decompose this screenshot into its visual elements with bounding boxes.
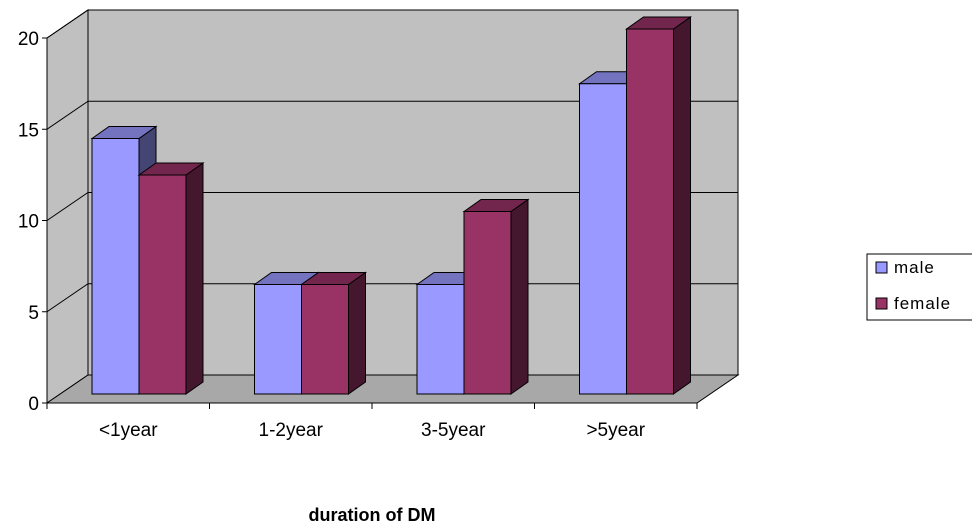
y-tick-label: 0: [28, 394, 39, 415]
tick-labels: 0 5 10 15 20 <1year 1-2year 3-5year >5year: [18, 29, 646, 441]
gridline: [46, 100, 738, 130]
bars: [90, 16, 693, 395]
bar-male-0: [91, 138, 140, 395]
bar-female-0: [138, 174, 187, 395]
y-tick-label: 20: [18, 29, 39, 50]
bar-side-female-2: [510, 198, 529, 395]
y-tick-label: 10: [18, 212, 39, 233]
legend-swatch-male: [875, 261, 888, 274]
bar-male-1: [254, 284, 302, 395]
legend-label-male: male: [894, 258, 935, 277]
bar-female-1: [301, 284, 349, 395]
bar-male-3: [579, 83, 627, 395]
bar-male-2: [416, 284, 465, 395]
gridline: [46, 9, 738, 39]
y-tick-label: 5: [28, 303, 39, 324]
bar-female-2: [463, 211, 512, 395]
bar-side-female-0: [185, 162, 204, 395]
gridlines: [46, 9, 738, 313]
legend: male female: [866, 253, 972, 321]
x-tick-label: >5year: [586, 420, 645, 441]
y-tick-label: 15: [18, 120, 39, 141]
bar-female-3: [626, 28, 674, 395]
x-tick-label: 3-5year: [421, 420, 486, 441]
x-axis-title: duration of DM: [309, 505, 436, 525]
legend-label-female: female: [894, 294, 951, 313]
x-tick-label: <1year: [99, 420, 158, 441]
legend-swatch-female: [875, 297, 888, 310]
gridline: [46, 192, 738, 221]
bar-side-female-1: [348, 271, 366, 395]
bar-side-female-3: [673, 16, 691, 395]
x-tick-label: 1-2year: [259, 420, 324, 441]
axes: [42, 37, 698, 409]
